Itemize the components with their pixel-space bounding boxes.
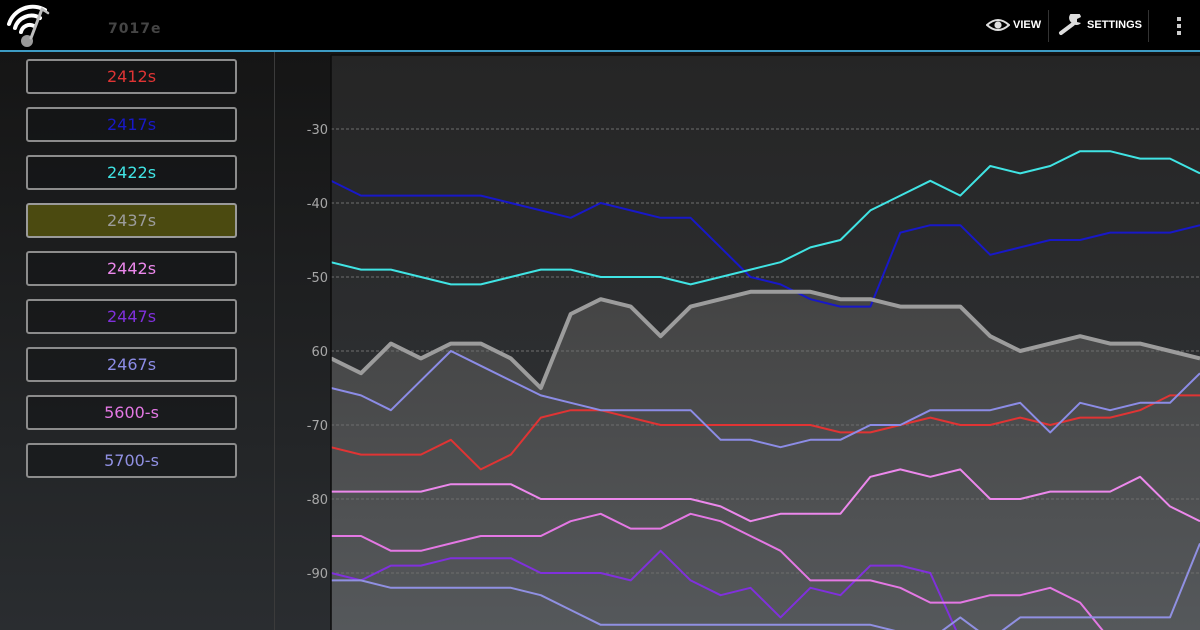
action-divider (1048, 10, 1049, 42)
channel-button-2412s[interactable]: 2412s (26, 59, 237, 94)
y-tick-label: -40 (307, 197, 328, 212)
channel-button-2467s[interactable]: 2467s (26, 347, 237, 382)
wrench-icon (1058, 14, 1084, 36)
channel-button-2442s[interactable]: 2442s (26, 251, 237, 286)
series-line-2442s (331, 468, 1200, 523)
channel-button-2422s[interactable]: 2422s (26, 155, 237, 190)
series-line-2467s (331, 350, 1200, 449)
app-logo-icon[interactable] (4, 3, 52, 49)
channel-button-5700s[interactable]: 5700-s (26, 443, 237, 478)
overflow-menu-icon[interactable] (1170, 13, 1188, 39)
series-line-2437s (331, 289, 1200, 390)
channel-button-2437s[interactable]: 2437s (26, 203, 237, 238)
y-tick-label: -30 (307, 123, 328, 138)
app-title: 7017e (108, 21, 162, 37)
plot-content (331, 128, 1200, 630)
eye-icon (986, 17, 1010, 33)
y-tick-label: -70 (307, 419, 328, 434)
y-tick-label: 60 (311, 345, 328, 360)
series-line-2412s (331, 394, 1200, 471)
y-tick-label: -80 (307, 493, 328, 508)
channel-button-2417s[interactable]: 2417s (26, 107, 237, 142)
series-line-2447s (331, 549, 958, 630)
signal-strength-chart[interactable]: -30 -40 -50 60 -70 -80 -90 (275, 52, 1200, 630)
action-bar-accent-line (0, 50, 1200, 52)
action-divider (1148, 10, 1149, 42)
settings-button[interactable]: SETTINGS (1058, 0, 1142, 50)
action-bar: 7017e VIEW SETTINGS (0, 0, 1200, 50)
channel-list: 2412s 2417s 2422s 2437s 2442s 2447s 2467… (26, 59, 237, 478)
channel-button-2447s[interactable]: 2447s (26, 299, 237, 334)
y-tick-label: -90 (307, 567, 328, 582)
series-line-5700s (331, 543, 1200, 630)
settings-button-label: SETTINGS (1087, 19, 1143, 31)
view-button[interactable]: VIEW (986, 0, 1041, 50)
view-button-label: VIEW (1013, 19, 1042, 31)
series-line-2422s (331, 150, 1200, 286)
selected-series-area (331, 291, 1200, 630)
series-line-5600s (331, 512, 1104, 630)
channel-button-5600s[interactable]: 5600-s (26, 395, 237, 430)
panel-divider (274, 52, 275, 630)
channel-panel: 2412s 2417s 2422s 2437s 2442s 2447s 2467… (0, 52, 274, 630)
series-line-2417s (331, 179, 1200, 308)
y-tick-label: -50 (307, 271, 328, 286)
